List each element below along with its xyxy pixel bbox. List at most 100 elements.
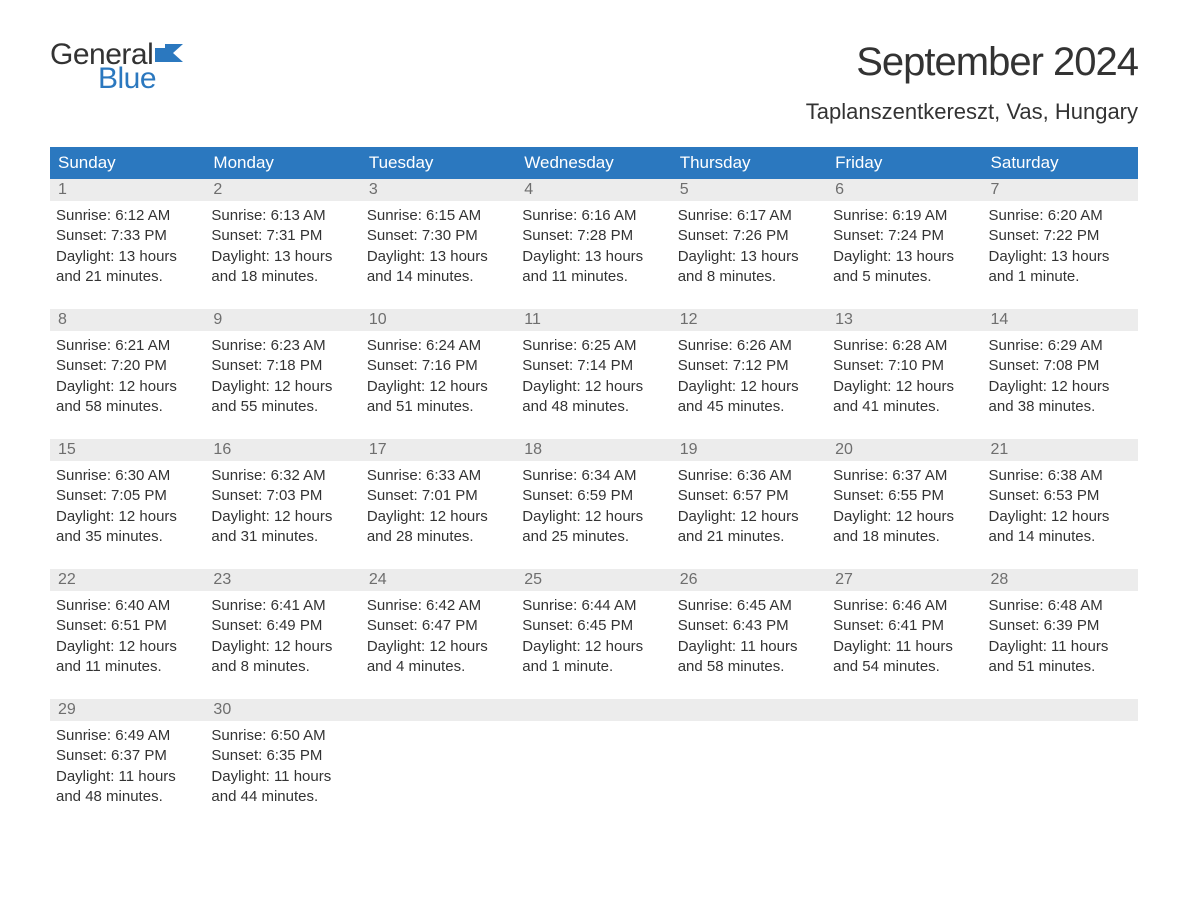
sunset-text: Sunset: 6:57 PM — [678, 486, 821, 506]
calendar-day-cell: . — [827, 699, 982, 829]
daylight-text: Daylight: 13 hours and 1 minute. — [989, 247, 1132, 288]
day-details: Sunrise: 6:23 AMSunset: 7:18 PMDaylight:… — [205, 331, 360, 439]
daylight-text: Daylight: 12 hours and 51 minutes. — [367, 377, 510, 418]
weekday-header-row: Sunday Monday Tuesday Wednesday Thursday… — [50, 147, 1138, 179]
sunset-text: Sunset: 7:24 PM — [833, 226, 976, 246]
daylight-text: Daylight: 12 hours and 14 minutes. — [989, 507, 1132, 548]
calendar-day-cell: 7Sunrise: 6:20 AMSunset: 7:22 PMDaylight… — [983, 179, 1138, 309]
day-details: Sunrise: 6:26 AMSunset: 7:12 PMDaylight:… — [672, 331, 827, 439]
day-number: 5 — [672, 179, 827, 201]
daylight-text: Daylight: 12 hours and 21 minutes. — [678, 507, 821, 548]
day-number: . — [672, 699, 827, 721]
daylight-text: Daylight: 13 hours and 21 minutes. — [56, 247, 199, 288]
daylight-text: Daylight: 12 hours and 11 minutes. — [56, 637, 199, 678]
day-details: Sunrise: 6:16 AMSunset: 7:28 PMDaylight:… — [516, 201, 671, 309]
day-details: Sunrise: 6:44 AMSunset: 6:45 PMDaylight:… — [516, 591, 671, 699]
calendar-day-cell: 27Sunrise: 6:46 AMSunset: 6:41 PMDayligh… — [827, 569, 982, 699]
page-title: September 2024 — [806, 40, 1138, 85]
day-details: Sunrise: 6:49 AMSunset: 6:37 PMDaylight:… — [50, 721, 205, 829]
sunrise-text: Sunrise: 6:17 AM — [678, 206, 821, 226]
day-number: . — [827, 699, 982, 721]
sunrise-text: Sunrise: 6:50 AM — [211, 726, 354, 746]
calendar-day-cell: 24 Sunrise: 6:42 AMSunset: 6:47 PMDayligh… — [361, 569, 516, 699]
day-number: 24 — [361, 569, 516, 591]
sunrise-text: Sunrise: 6:20 AM — [989, 206, 1132, 226]
calendar-day-cell: 21Sunrise: 6:38 AMSunset: 6:53 PMDayligh… — [983, 439, 1138, 569]
location-label: Taplanszentkereszt, Vas, Hungary — [806, 99, 1138, 125]
day-number: 26 — [672, 569, 827, 591]
sunset-text: Sunset: 6:39 PM — [989, 616, 1132, 636]
daylight-text: Daylight: 12 hours and 1 minute. — [522, 637, 665, 678]
sunrise-text: Sunrise: 6:45 AM — [678, 596, 821, 616]
sunset-text: Sunset: 6:59 PM — [522, 486, 665, 506]
day-number: 8 — [50, 309, 205, 331]
day-number: 23 — [205, 569, 360, 591]
weekday-header: Friday — [827, 147, 982, 179]
day-number: 18 — [516, 439, 671, 461]
sunrise-text: Sunrise: 6:32 AM — [211, 466, 354, 486]
day-number: 25 — [516, 569, 671, 591]
calendar-day-cell: 22Sunrise: 6:40 AMSunset: 6:51 PMDayligh… — [50, 569, 205, 699]
day-number: 2 — [205, 179, 360, 201]
day-details: Sunrise: 6:12 AMSunset: 7:33 PMDaylight:… — [50, 201, 205, 309]
day-details: Sunrise: 6:17 AMSunset: 7:26 PMDaylight:… — [672, 201, 827, 309]
sunrise-text: Sunrise: 6:28 AM — [833, 336, 976, 356]
calendar-day-cell: . — [672, 699, 827, 829]
daylight-text: Daylight: 12 hours and 38 minutes. — [989, 377, 1132, 418]
weekday-header: Saturday — [983, 147, 1138, 179]
sunrise-text: Sunrise: 6:44 AM — [522, 596, 665, 616]
calendar-day-cell: 19 Sunrise: 6:36 AMSunset: 6:57 PMDayligh… — [672, 439, 827, 569]
sunset-text: Sunset: 7:03 PM — [211, 486, 354, 506]
calendar-day-cell: 30Sunrise: 6:50 AMSunset: 6:35 PMDayligh… — [205, 699, 360, 829]
daylight-text: Daylight: 12 hours and 4 minutes. — [367, 637, 510, 678]
day-number: 22 — [50, 569, 205, 591]
day-number: 7 — [983, 179, 1138, 201]
sunset-text: Sunset: 6:35 PM — [211, 746, 354, 766]
day-number: . — [516, 699, 671, 721]
calendar-day-cell: 15Sunrise: 6:30 AMSunset: 7:05 PMDayligh… — [50, 439, 205, 569]
day-number: . — [361, 699, 516, 721]
day-details: Sunrise: 6:40 AMSunset: 6:51 PMDaylight:… — [50, 591, 205, 699]
day-number: 19 — [672, 439, 827, 461]
daylight-text: Daylight: 13 hours and 5 minutes. — [833, 247, 976, 288]
sunrise-text: Sunrise: 6:34 AM — [522, 466, 665, 486]
calendar-day-cell: 1Sunrise: 6:12 AMSunset: 7:33 PMDaylight… — [50, 179, 205, 309]
day-number: 13 — [827, 309, 982, 331]
day-details: Sunrise: 6:32 AMSunset: 7:03 PMDaylight:… — [205, 461, 360, 569]
sunrise-text: Sunrise: 6:12 AM — [56, 206, 199, 226]
daylight-text: Daylight: 12 hours and 55 minutes. — [211, 377, 354, 418]
daylight-text: Daylight: 11 hours and 48 minutes. — [56, 767, 199, 808]
sunset-text: Sunset: 7:33 PM — [56, 226, 199, 246]
day-number: 20 — [827, 439, 982, 461]
daylight-text: Daylight: 12 hours and 8 minutes. — [211, 637, 354, 678]
sunrise-text: Sunrise: 6:46 AM — [833, 596, 976, 616]
day-details: Sunrise: 6:45 AMSunset: 6:43 PMDaylight:… — [672, 591, 827, 699]
sunset-text: Sunset: 7:26 PM — [678, 226, 821, 246]
sunrise-text: Sunrise: 6:25 AM — [522, 336, 665, 356]
calendar-week-row: 15Sunrise: 6:30 AMSunset: 7:05 PMDayligh… — [50, 439, 1138, 569]
sunrise-text: Sunrise: 6:36 AM — [678, 466, 821, 486]
calendar-day-cell: 10Sunrise: 6:24 AMSunset: 7:16 PMDayligh… — [361, 309, 516, 439]
day-details: Sunrise: 6:30 AMSunset: 7:05 PMDaylight:… — [50, 461, 205, 569]
calendar-day-cell: 17Sunrise: 6:33 AMSunset: 7:01 PMDayligh… — [361, 439, 516, 569]
calendar-week-row: 8Sunrise: 6:21 AMSunset: 7:20 PMDaylight… — [50, 309, 1138, 439]
day-number: 12 — [672, 309, 827, 331]
daylight-text: Daylight: 12 hours and 48 minutes. — [522, 377, 665, 418]
sunset-text: Sunset: 7:18 PM — [211, 356, 354, 376]
calendar-table: Sunday Monday Tuesday Wednesday Thursday… — [50, 147, 1138, 829]
sunset-text: Sunset: 6:47 PM — [367, 616, 510, 636]
calendar-day-cell: 26Sunrise: 6:45 AMSunset: 6:43 PMDayligh… — [672, 569, 827, 699]
sunrise-text: Sunrise: 6:42 AM — [367, 596, 510, 616]
day-number: 3 — [361, 179, 516, 201]
calendar-day-cell: 8Sunrise: 6:21 AMSunset: 7:20 PMDaylight… — [50, 309, 205, 439]
day-details: Sunrise: 6:21 AMSunset: 7:20 PMDaylight:… — [50, 331, 205, 439]
day-number: 9 — [205, 309, 360, 331]
calendar-day-cell: 16Sunrise: 6:32 AMSunset: 7:03 PMDayligh… — [205, 439, 360, 569]
calendar-day-cell: 3Sunrise: 6:15 AMSunset: 7:30 PMDaylight… — [361, 179, 516, 309]
day-details: Sunrise: 6:46 AMSunset: 6:41 PMDaylight:… — [827, 591, 982, 699]
daylight-text: Daylight: 12 hours and 31 minutes. — [211, 507, 354, 548]
day-details: Sunrise: 6:13 AMSunset: 7:31 PMDaylight:… — [205, 201, 360, 309]
day-details: Sunrise: 6:25 AMSunset: 7:14 PMDaylight:… — [516, 331, 671, 439]
day-number: 6 — [827, 179, 982, 201]
weekday-header: Thursday — [672, 147, 827, 179]
